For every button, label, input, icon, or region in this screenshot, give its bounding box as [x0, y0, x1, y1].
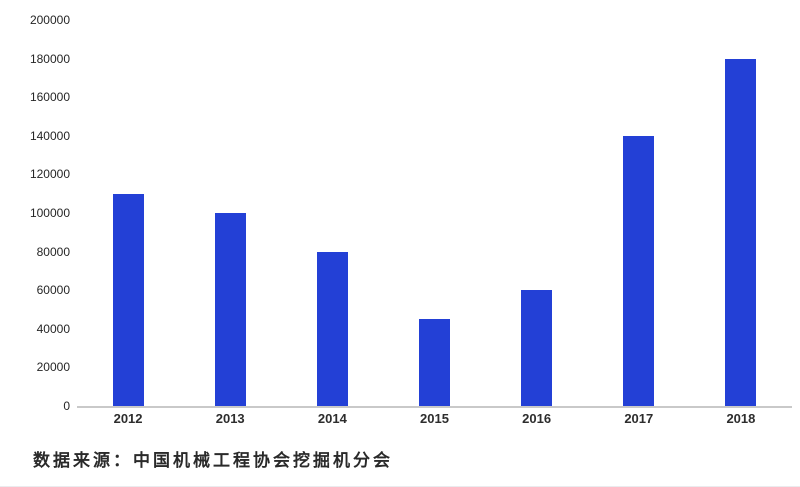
- bar-2018: [725, 58, 757, 406]
- x-axis-line: [77, 406, 792, 408]
- y-axis-tick-label: 100000: [29, 206, 70, 220]
- y-axis-tick-label: 140000: [29, 128, 70, 143]
- y-axis-tick-label: 120000: [29, 167, 70, 182]
- x-axis-tick-label: 2017: [624, 411, 654, 426]
- x-axis-tick-label: 2013: [215, 411, 245, 426]
- bar-2014: [316, 251, 348, 406]
- x-axis-tick-label: 2018: [726, 411, 756, 426]
- bar-2013: [214, 213, 246, 406]
- bar-2012: [112, 193, 144, 406]
- bar-2016: [521, 290, 553, 406]
- y-axis-tick-label: 0: [63, 399, 70, 413]
- y-axis-tick-label: 20000: [36, 360, 70, 375]
- y-axis-tick-label: 180000: [29, 51, 70, 66]
- y-axis-tick-label: 60000: [36, 283, 70, 298]
- x-axis-tick-label: 2012: [113, 411, 143, 426]
- y-axis-tick-label: 200000: [29, 13, 70, 27]
- x-axis-tick-label: 2015: [420, 411, 449, 426]
- y-axis-tick-label: 160000: [29, 90, 70, 105]
- x-axis-tick-label: 2014: [317, 411, 347, 426]
- x-axis-tick-label: 2016: [522, 411, 552, 426]
- bar-2015: [419, 319, 450, 406]
- y-axis-tick-label: 80000: [36, 244, 70, 259]
- data-source-caption: 数据来源：中国机械工程协会挖掘机分会: [33, 451, 393, 470]
- bar-2017: [623, 135, 655, 406]
- y-axis-tick-label: 40000: [36, 321, 70, 336]
